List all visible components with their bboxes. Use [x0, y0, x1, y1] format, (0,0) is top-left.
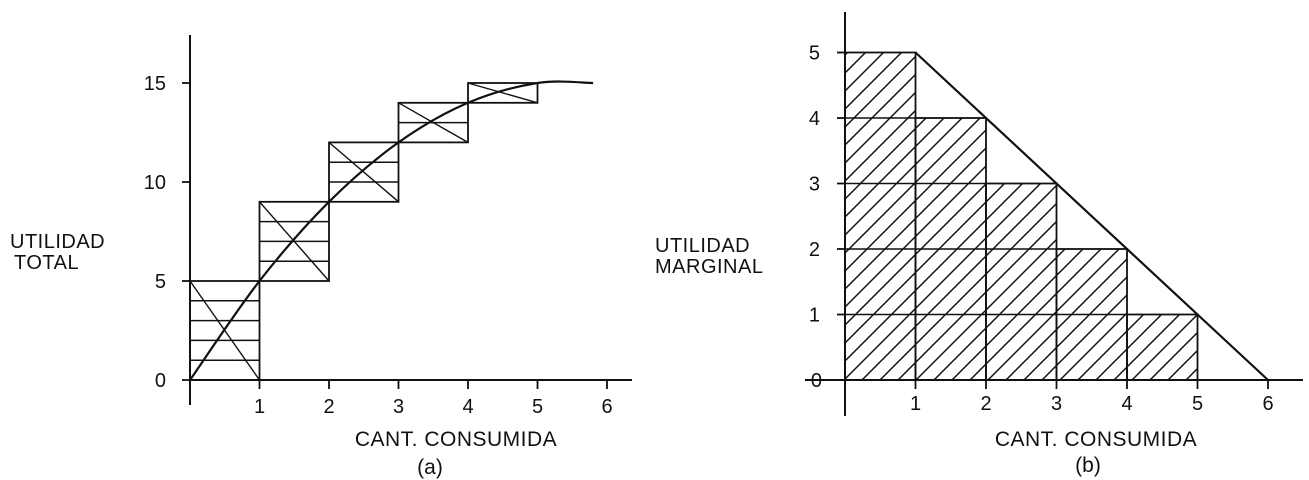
y-axis-label-b-line1: UTILIDAD [655, 235, 751, 257]
x-tick-label-a: 4 [462, 396, 473, 418]
hatched-area [845, 52, 1198, 380]
total-utility-curve [189, 80, 594, 381]
step-diagonal [258, 201, 330, 282]
step-diagonal [398, 102, 469, 144]
y-tick-label-a: 0 [155, 370, 166, 392]
y-axis-label-a: UTILIDAD TOTAL [10, 232, 105, 274]
x-tick-label-a: 2 [323, 396, 334, 418]
chart-b: 1 2 3 4 5 6 0 1 2 3 4 5 CANT. CONSUMIDA (b) [805, 12, 1303, 477]
y-axis-label-a-line2: TOTAL [14, 252, 80, 274]
x-axis-title-b: CANT. CONSUMIDA [995, 428, 1197, 451]
y-tick-label-b: 3 [809, 174, 820, 196]
marginal-utility-line [914, 51, 1269, 381]
y-tick-label-b: 1 [809, 305, 820, 327]
y-tick-label-b: 0 [811, 370, 822, 392]
chart-a: 1 2 3 4 5 6 0 5 10 15 CANT. CONSUMIDA (a) [144, 35, 632, 479]
step-diagonal [467, 82, 538, 104]
x-tick-label-b: 3 [1051, 393, 1062, 415]
y-axis-label-a-line1: UTILIDAD [10, 231, 106, 253]
y-tick-label-a: 5 [155, 271, 166, 293]
y-axis-label-b: UTILIDAD MARGINAL [655, 236, 763, 278]
y-axis-label-b-line2: MARGINAL [655, 256, 764, 278]
y-tick-label-b: 5 [809, 43, 820, 65]
x-tick-label-a: 5 [532, 396, 543, 418]
x-tick-label-a: 6 [601, 396, 612, 418]
y-tick-label-b: 2 [809, 239, 820, 261]
x-tick-label-b: 1 [910, 393, 921, 415]
y-tick-label-a: 15 [144, 73, 166, 95]
panel-label-a: (a) [417, 456, 443, 479]
x-tick-label-b: 5 [1192, 393, 1203, 415]
x-tick-label-a: 1 [254, 396, 265, 418]
x-tick-label-a: 3 [393, 396, 404, 418]
x-tick-label-b: 4 [1121, 393, 1132, 415]
y-tick-label-b: 4 [809, 108, 820, 130]
x-tick-label-b: 6 [1262, 393, 1273, 415]
step-diagonal [328, 141, 399, 203]
x-axis-title-a: CANT. CONSUMIDA [355, 428, 557, 451]
x-tick-label-b: 2 [980, 393, 991, 415]
panel-label-b: (b) [1075, 454, 1101, 477]
y-tick-label-a: 10 [144, 172, 166, 194]
